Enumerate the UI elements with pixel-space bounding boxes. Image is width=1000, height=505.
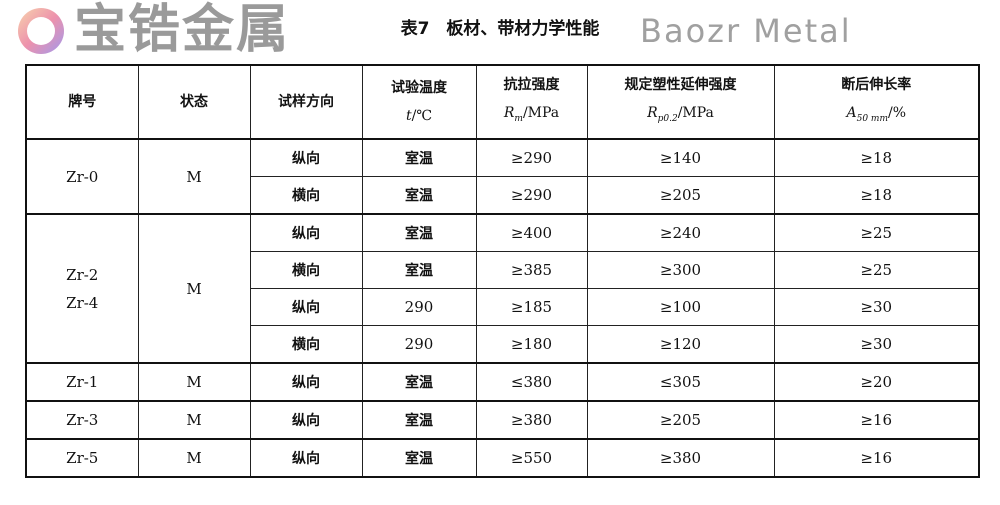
header-elongation-symbol: A [846, 105, 857, 122]
cell-state: M [137, 138, 251, 215]
table-row: Zr-5 M 纵向 室温 ≥550 ≥380 ≥16 [25, 438, 980, 478]
cell-rm: ≥385 [475, 251, 588, 289]
cell-rp: ≥240 [586, 213, 775, 252]
header-temp-unit: /℃ [411, 108, 433, 124]
header-grade: 牌号 [25, 64, 139, 140]
header-rp: 规定塑性延伸强度 Rp0.2/MPa [586, 64, 775, 140]
cell-state: M [137, 362, 251, 402]
cell-rp: ≥300 [586, 251, 775, 289]
cell-elongation: ≥30 [773, 288, 980, 326]
cell-state: M [137, 400, 251, 440]
cell-rp: ≤305 [586, 362, 775, 402]
grade-label: Zr-4 [66, 293, 99, 312]
table-row: Zr-3 M 纵向 室温 ≥380 ≥205 ≥16 [25, 400, 980, 440]
header-rm-unit: /MPa [522, 105, 560, 122]
table-row: 横向 室温 ≥290 ≥205 ≥18 [26, 176, 980, 215]
cell-rm: ≥290 [475, 138, 588, 177]
cell-direction: 纵向 [249, 213, 363, 252]
header-temp-symbol: t [405, 108, 412, 124]
table-title: 表7 板材、带材力学性能 [400, 19, 600, 39]
cell-rp: ≥205 [586, 400, 775, 440]
header-rp-label: 规定塑性延伸强度 [624, 77, 737, 94]
header-temp: 试验温度 t/℃ [361, 64, 477, 140]
table-row: Zr-2 Zr-4 M 纵向 室温 ≥400 ≥240 ≥25 [25, 213, 980, 364]
cell-temp: 室温 [361, 138, 477, 177]
header-rp-subscript: p0.2 [657, 113, 678, 124]
table-row: 纵向 290 ≥185 ≥100 ≥30 [26, 288, 980, 326]
table-row: Zr-0 M 纵向 室温 ≥290 ≥140 ≥18 [25, 138, 980, 215]
cell-temp: 室温 [361, 400, 477, 440]
table-row: 横向 室温 ≥385 ≥300 ≥25 [26, 251, 980, 289]
cell-rm: ≥550 [475, 438, 588, 478]
cell-elongation: ≥18 [773, 138, 980, 177]
header-rm-subscript: m [514, 113, 523, 124]
cell-rp: ≥120 [586, 325, 775, 364]
cell-grade: Zr-0 [25, 138, 139, 215]
grade-label: Zr-3 [66, 411, 99, 429]
header-rp-symbol: R [647, 105, 658, 122]
cell-temp: 290 [361, 325, 477, 364]
header-elongation-subscript: 50 mm [856, 113, 888, 124]
cell-grade: Zr-5 [25, 438, 139, 478]
cell-grade: Zr-3 [25, 400, 139, 440]
cell-temp: 室温 [361, 362, 477, 402]
cell-direction: 横向 [249, 325, 363, 364]
cell-rm: ≥380 [475, 400, 588, 440]
grade-label: Zr-0 [66, 167, 99, 186]
cell-state: M [137, 213, 251, 364]
cell-rp: ≥100 [586, 288, 775, 326]
cell-elongation: ≥30 [773, 325, 980, 364]
cell-rp: ≥205 [586, 176, 775, 215]
cell-temp: 290 [361, 288, 477, 326]
cell-rp: ≥380 [586, 438, 775, 478]
cell-direction: 横向 [249, 176, 363, 215]
grade-label: Zr-1 [66, 373, 99, 391]
table-body: Zr-0 M 纵向 室温 ≥290 ≥140 ≥18 横向 室温 ≥290 ≥205 ≥18 Zr-2 Z… [25, 138, 980, 478]
grade-label: Zr-5 [66, 449, 99, 467]
header-direction: 试样方向 [249, 64, 363, 140]
header-state: 状态 [137, 64, 251, 140]
table-row: Zr-1 M 纵向 室温 ≤380 ≤305 ≥20 [25, 362, 980, 402]
cell-direction: 纵向 [249, 400, 363, 440]
watermark-cn: 宝锆金属 [74, 0, 291, 60]
header-rm-label: 抗拉强度 [503, 77, 560, 94]
cell-direction: 横向 [249, 251, 363, 289]
cell-grade: Zr-1 [25, 362, 139, 402]
cell-direction: 纵向 [249, 438, 363, 478]
cell-rm: ≥400 [475, 213, 588, 252]
header-row: 牌号 状态 试样方向 试验温度 t/℃ 抗拉强度 Rm/MPa 规定塑性延伸强度 Rp… [25, 64, 980, 140]
watermark-en: Baozr Metal [640, 12, 852, 50]
cell-temp: 室温 [361, 176, 477, 215]
header-elongation: 断后伸长率 A50 mm/% [773, 64, 980, 140]
header-rm: 抗拉强度 Rm/MPa [475, 64, 588, 140]
cell-temp: 室温 [361, 213, 477, 252]
cell-direction: 纵向 [249, 138, 363, 177]
header-rm-symbol: R [503, 105, 515, 122]
mechanical-properties-table: 牌号 状态 试样方向 试验温度 t/℃ 抗拉强度 Rm/MPa 规定塑性延伸强度 Rp… [25, 64, 980, 478]
cell-elongation: ≥16 [773, 438, 980, 478]
table-row: 横向 290 ≥180 ≥120 ≥30 [26, 325, 980, 364]
cell-grade: Zr-2 Zr-4 [25, 213, 139, 364]
cell-rp: ≥140 [586, 138, 775, 177]
cell-temp: 室温 [361, 251, 477, 289]
watermark-logo-icon [18, 8, 64, 54]
cell-rm: ≥185 [475, 288, 588, 326]
cell-elongation: ≥25 [773, 251, 980, 289]
grade-label: Zr-2 [66, 265, 99, 284]
cell-elongation: ≥20 [773, 362, 980, 402]
cell-rm: ≤380 [475, 362, 588, 402]
header-elongation-label: 断后伸长率 [841, 77, 912, 94]
cell-rm: ≥290 [475, 176, 588, 215]
header-temp-label: 试验温度 [391, 80, 447, 96]
cell-direction: 纵向 [249, 362, 363, 402]
cell-direction: 纵向 [249, 288, 363, 326]
cell-elongation: ≥25 [773, 213, 980, 252]
header-elongation-unit: /% [887, 105, 907, 122]
cell-rm: ≥180 [475, 325, 588, 364]
cell-elongation: ≥18 [773, 176, 980, 215]
cell-temp: 室温 [361, 438, 477, 478]
cell-state: M [137, 438, 251, 478]
cell-elongation: ≥16 [773, 400, 980, 440]
header-rp-unit: /MPa [677, 105, 714, 122]
